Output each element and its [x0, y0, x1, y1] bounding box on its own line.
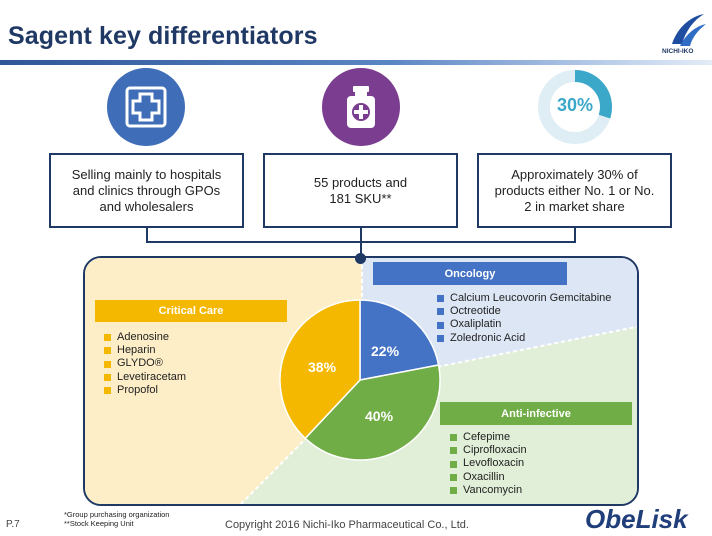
footnotes: *Group purchasing organization **Stock K… — [64, 510, 169, 528]
critical-care-header: Critical Care — [95, 300, 287, 322]
medical-cross-icon — [107, 68, 185, 146]
connector — [360, 228, 362, 242]
critical-care-list: Adenosine Heparin GLYDO® Levetiracetam P… — [104, 331, 186, 397]
list-item: Levetiracetam — [104, 371, 186, 384]
connector — [146, 228, 148, 242]
list-item: Oxacillin — [450, 471, 527, 484]
list-item: Propofol — [104, 384, 186, 397]
oncology-list: Calcium Leucovorin Gemcitabine Octreotid… — [437, 292, 611, 345]
list-item-label: Octreotide — [450, 305, 501, 318]
page-number: P.7 — [6, 519, 20, 530]
pie-slice-oncology — [359, 299, 440, 381]
list-item: Vancomycin — [450, 484, 527, 497]
bullet — [437, 334, 444, 342]
bullet — [104, 386, 111, 394]
list-item-label: Propofol — [117, 383, 158, 396]
list-item: Ciprofloxacin — [450, 444, 527, 457]
title-divider — [0, 60, 712, 65]
page-title: Sagent key differentiators — [8, 22, 318, 50]
bullet — [450, 434, 457, 442]
pie-label-oncology: 22% — [371, 343, 400, 359]
bullet — [450, 447, 457, 455]
bullet — [104, 334, 111, 342]
copyright-text: Copyright 2016 Nichi-Iko Pharmaceutical … — [225, 519, 469, 531]
list-item-label: Oxacillin — [463, 470, 505, 483]
footnote: *Group purchasing organization — [64, 510, 170, 519]
bullet — [450, 486, 457, 494]
portfolio-pie-chart — [279, 299, 441, 461]
list-item: Heparin — [104, 344, 186, 357]
list-item: Zoledronic Acid — [437, 332, 611, 345]
pie-label-anti-infective: 40% — [365, 408, 394, 424]
pie-slice-critical-care — [279, 299, 361, 440]
connector — [360, 241, 362, 258]
list-item-label: Heparin — [117, 344, 156, 357]
footnote: **Stock Keeping Unit — [64, 519, 134, 528]
bullet — [437, 321, 444, 329]
list-item: Levofloxacin — [450, 457, 527, 470]
market-share-donut: 30% — [536, 68, 614, 146]
box-products: 55 products and 181 SKU** — [263, 153, 458, 228]
pie-label-critical-care: 38% — [308, 359, 337, 375]
bullet — [104, 347, 111, 355]
list-item: GLYDO® — [104, 357, 186, 370]
connector — [574, 228, 576, 242]
anti-infective-header: Anti-infective — [440, 402, 632, 425]
box-market-share: Approximately 30% of products either No.… — [477, 153, 672, 228]
list-item: Cefepime — [450, 431, 527, 444]
bullet — [104, 373, 111, 381]
medicine-bottle-icon — [322, 68, 400, 146]
brand-logo: ObeLisk — [585, 504, 688, 534]
bullet — [450, 473, 457, 481]
anti-infective-list: Cefepime Ciprofloxacin Levofloxacin Oxac… — [450, 431, 527, 497]
box-sales-channel: Selling mainly to hospitals and clinics … — [49, 153, 244, 228]
bullet — [104, 360, 111, 368]
bullet — [437, 295, 444, 303]
list-item: Oxaliplatin — [437, 318, 611, 331]
oncology-header: Oncology — [373, 262, 567, 285]
list-item: Calcium Leucovorin Gemcitabine — [437, 292, 611, 305]
list-item-label: Levofloxacin — [463, 457, 525, 470]
bullet — [450, 460, 457, 468]
nichi-iko-logo-icon — [672, 14, 706, 46]
list-item-label: Calcium Leucovorin Gemcitabine — [450, 292, 612, 304]
list-item-label: Oxaliplatin — [450, 318, 502, 331]
logo-wordmark: NICHI-IKO — [662, 48, 694, 55]
list-item-label: Ciprofloxacin — [463, 444, 527, 457]
list-item-label: Vancomycin — [463, 483, 523, 496]
list-item-label: Zoledronic Acid — [450, 331, 526, 344]
list-item: Octreotide — [437, 305, 611, 318]
list-item-label: Adenosine — [117, 331, 169, 343]
connector-node — [355, 253, 366, 264]
list-item-label: Cefepime — [463, 431, 511, 443]
list-item-label: Levetiracetam — [117, 370, 187, 383]
donut-label: 30% — [556, 95, 594, 115]
list-item: Adenosine — [104, 331, 186, 344]
bullet — [437, 308, 444, 316]
list-item-label: GLYDO® — [117, 357, 163, 370]
pie-slice-anti-infective — [304, 364, 441, 461]
